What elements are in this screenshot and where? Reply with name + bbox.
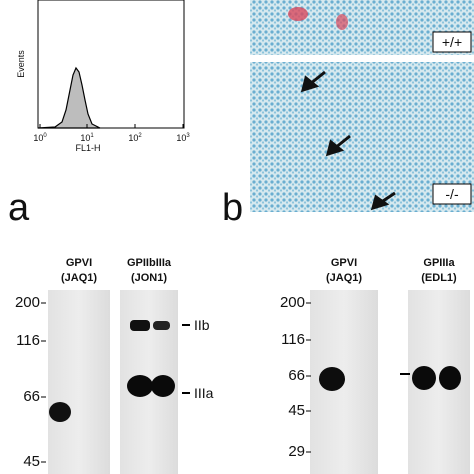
lane-antibody: (EDL1)	[421, 272, 457, 284]
lane-antibody: (JAQ1)	[326, 272, 362, 284]
lane-name: GPIIbIIIa	[127, 257, 172, 269]
genotype-label: +/+	[442, 34, 462, 50]
tick-base: 10	[176, 133, 186, 143]
size-marker: 66	[23, 388, 40, 405]
panel-a: Events 100 101 102 103 FL1-H a	[8, 0, 190, 229]
size-marker: 116	[281, 331, 305, 348]
size-marker: 200	[280, 294, 305, 311]
y-axis-label: Events	[16, 50, 26, 78]
band	[439, 366, 461, 390]
band	[127, 375, 153, 397]
panel-b: +/+ -/- b	[222, 0, 474, 229]
band	[130, 320, 150, 331]
tick-exponent: 0	[43, 133, 47, 139]
x-tick-label: 101	[80, 133, 94, 143]
x-tick-label: 100	[33, 133, 47, 143]
label-box	[432, 31, 472, 53]
labels: 200 116 66 45 GPVI (JAQ1) GPIIbIIIa (JON1) 200 11…	[15, 257, 457, 470]
band	[319, 367, 345, 391]
size-marker: 45	[288, 402, 305, 419]
lane-name: GPIIIa	[423, 257, 455, 269]
x-tick-label: 102	[128, 133, 142, 143]
tick-base: 10	[128, 133, 138, 143]
size-marker: 116	[16, 332, 40, 349]
genotype-label: -/-	[445, 186, 459, 202]
lane-antibody: (JAQ1)	[61, 272, 97, 284]
band	[412, 366, 436, 390]
band	[49, 402, 71, 422]
lane-name: GPVI	[331, 257, 357, 269]
lane-name: GPVI	[66, 257, 92, 269]
size-marker: 45	[23, 453, 40, 470]
tick-base: 10	[33, 133, 43, 143]
x-tick-label: 103	[176, 133, 190, 143]
tick-exponent: 2	[138, 133, 142, 139]
blots-right	[310, 290, 470, 474]
stained-cell	[288, 7, 308, 21]
band-label: IIIa	[194, 385, 214, 401]
x-ticks: 100 101 102 103	[33, 124, 190, 143]
histogram	[37, 66, 101, 129]
size-marker: 29	[288, 443, 305, 460]
blot-lane	[48, 290, 110, 474]
band	[153, 321, 170, 330]
size-marker: 200	[15, 294, 40, 311]
stained-cell	[336, 14, 348, 30]
tick-exponent: 1	[90, 133, 94, 139]
blots-left: IIb IIIa	[48, 290, 214, 474]
plot-frame	[37, 0, 185, 129]
panel-letter: a	[8, 187, 30, 229]
tick-exponent: 3	[186, 133, 190, 139]
lane-antibody: (JON1)	[131, 272, 167, 284]
arrows	[300, 70, 396, 211]
panel-letter: b	[222, 187, 243, 229]
band	[151, 375, 175, 397]
label-box	[432, 183, 472, 205]
x-axis-label: FL1-H	[75, 143, 100, 153]
band-label: IIb	[194, 317, 210, 333]
tick-base: 10	[80, 133, 90, 143]
size-marker: 66	[288, 367, 305, 384]
